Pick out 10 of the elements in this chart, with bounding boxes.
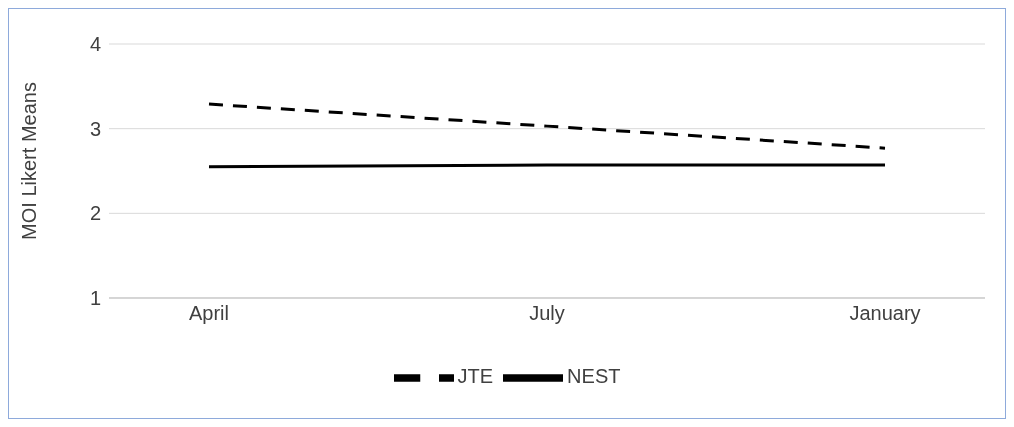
x-tick-label: January <box>849 302 921 325</box>
y-axis-title: MOI Likert Means <box>18 82 41 240</box>
legend-label: JTE <box>457 365 494 388</box>
legend-label: NEST <box>567 365 621 388</box>
y-tick-label: 1 <box>89 287 101 310</box>
y-tick-label: 4 <box>89 33 101 56</box>
y-tick-label: 2 <box>89 202 101 225</box>
x-tick-label: April <box>188 302 230 325</box>
x-tick-label: July <box>529 302 565 325</box>
y-tick-label: 3 <box>89 117 101 140</box>
